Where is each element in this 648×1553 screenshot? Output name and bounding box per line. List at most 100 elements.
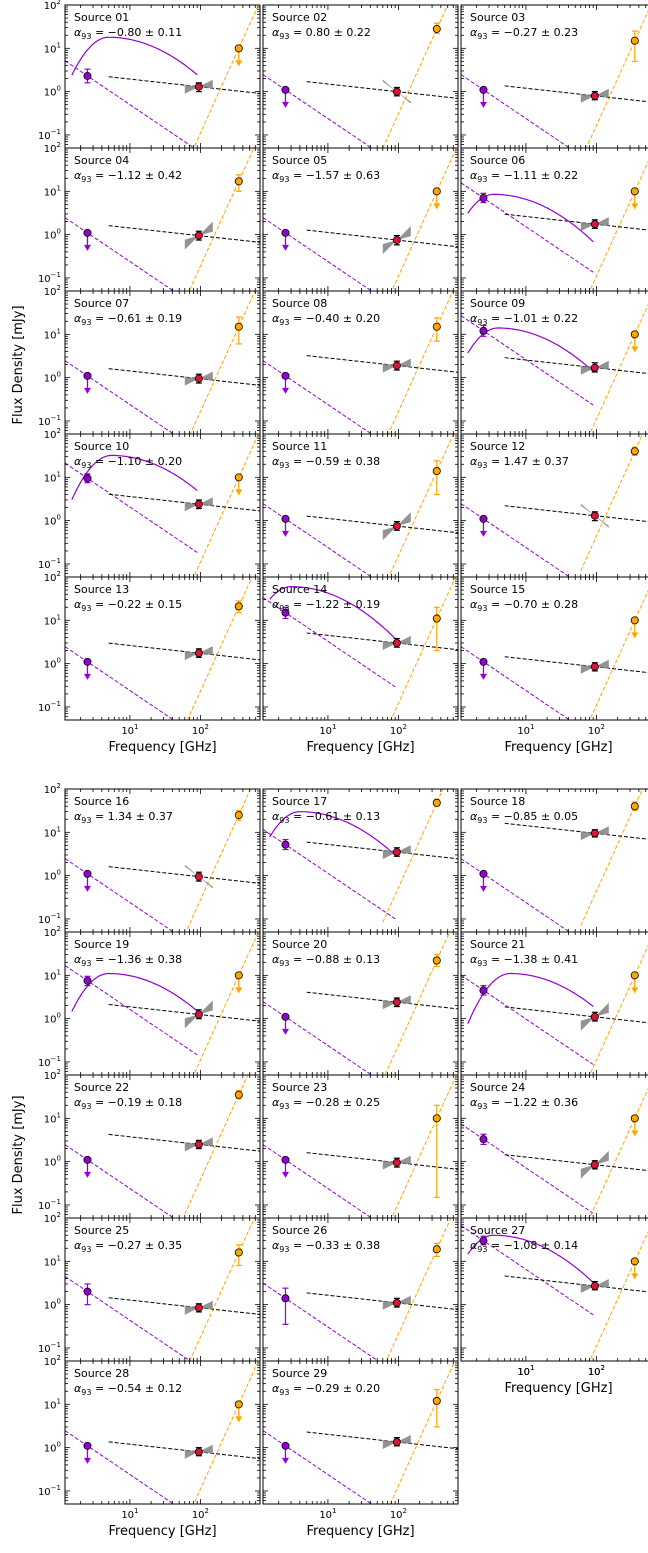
radio-point-limit-arrow bbox=[479, 530, 487, 537]
dust-powerlaw-line bbox=[387, 291, 454, 434]
alpha-value: = 0.80 ± 0.22 bbox=[289, 26, 370, 39]
y-tick-label-base: 10 bbox=[44, 473, 57, 484]
alpha-bowtie bbox=[580, 503, 609, 528]
y-tick-label: 101 bbox=[44, 41, 61, 55]
alpha-subscript: 93 bbox=[477, 816, 487, 825]
dust-powerlaw-line bbox=[589, 589, 648, 720]
alma-point-marker bbox=[194, 231, 203, 240]
x-tick-label: 102 bbox=[390, 723, 407, 737]
alma-fit-line bbox=[108, 1003, 260, 1022]
y-tick-label-base: 10 bbox=[44, 785, 57, 796]
radio-point-marker bbox=[479, 986, 488, 995]
submm-point-limit-arrow bbox=[631, 987, 639, 994]
y-axis-label-bottom: Flux Density [mJy] bbox=[11, 1095, 26, 1214]
alpha-symbol: α bbox=[74, 1382, 82, 1395]
dust-powerlaw-line bbox=[391, 1075, 457, 1218]
alpha-value: = −1.38 ± 0.41 bbox=[487, 953, 578, 966]
alpha-subscript: 93 bbox=[477, 1102, 487, 1111]
alma-point-marker bbox=[194, 1447, 203, 1456]
alma-fit-line bbox=[504, 822, 648, 840]
alpha-label: α93 = −1.01 ± 0.22 bbox=[470, 312, 578, 327]
dust-powerlaw-line bbox=[185, 789, 252, 932]
submm-point-marker bbox=[234, 322, 243, 331]
alma-fit-line bbox=[108, 866, 260, 884]
alpha-label: α93 = −1.57 ± 0.63 bbox=[272, 169, 380, 184]
alpha-subscript: 93 bbox=[81, 604, 91, 613]
sed-panel-11: Source 11 α93 = −0.59 ± 0.38 bbox=[262, 433, 459, 578]
y-tick-label-base: 10 bbox=[44, 1444, 57, 1455]
x-axis-label: Frequency [GHz] bbox=[504, 1381, 612, 1396]
alpha-label: α93 = −0.54 ± 0.12 bbox=[74, 1382, 182, 1397]
submm-point-limit-arrow bbox=[631, 1130, 639, 1137]
alpha-subscript: 93 bbox=[279, 318, 289, 327]
source-label: Source 17 bbox=[272, 795, 327, 808]
source-label: Source 09 bbox=[470, 297, 525, 310]
alpha-subscript: 93 bbox=[81, 1245, 91, 1254]
source-label: Source 02 bbox=[272, 11, 327, 24]
y-tick-label-exp: −1 bbox=[51, 1484, 61, 1492]
peaked-spectrum-curve bbox=[467, 193, 594, 243]
plot-area bbox=[263, 291, 458, 434]
y-tick-label-exp: 0 bbox=[57, 1012, 61, 1020]
alpha-symbol: α bbox=[470, 312, 478, 325]
plot-area bbox=[461, 589, 648, 720]
submm-point-marker bbox=[630, 1114, 639, 1123]
y-tick-label: 100 bbox=[44, 228, 61, 242]
alpha-value: = −0.88 ± 0.13 bbox=[289, 953, 380, 966]
source-label: Source 21 bbox=[470, 938, 525, 951]
alma-point-marker bbox=[590, 1281, 599, 1290]
alma-point-marker bbox=[590, 511, 599, 520]
submm-point-marker bbox=[432, 1245, 441, 1254]
alpha-label: α93 = −0.27 ± 0.23 bbox=[470, 26, 578, 41]
radio-point-marker bbox=[479, 194, 488, 203]
submm-point-marker bbox=[630, 330, 639, 339]
peaked-spectrum-curve bbox=[467, 327, 594, 373]
alpha-value: = −0.59 ± 0.38 bbox=[289, 455, 380, 468]
dust-powerlaw-line bbox=[189, 291, 256, 434]
y-tick-label-base: 10 bbox=[38, 131, 51, 142]
plot-area bbox=[65, 434, 260, 577]
peaked-spectrum-curve bbox=[269, 585, 396, 640]
y-tick-label: 101 bbox=[44, 613, 61, 627]
dust-powerlaw-line bbox=[589, 1087, 648, 1218]
dust-powerlaw-line bbox=[382, 5, 449, 148]
radio-point-marker bbox=[281, 85, 290, 94]
y-tick-label-base: 10 bbox=[38, 1344, 51, 1355]
y-tick-label: 101 bbox=[44, 825, 61, 839]
alma-point-marker bbox=[590, 220, 599, 229]
y-tick-label-exp: 2 bbox=[57, 1068, 61, 1076]
submm-point-marker bbox=[432, 466, 441, 475]
y-tick-label-exp: 1 bbox=[57, 41, 61, 49]
y-tick-label-exp: 0 bbox=[57, 1441, 61, 1449]
submm-point-limit-arrow bbox=[235, 1416, 243, 1423]
y-tick-label: 101 bbox=[44, 327, 61, 341]
alpha-subscript: 93 bbox=[81, 1102, 91, 1111]
alpha-subscript: 93 bbox=[477, 32, 487, 41]
source-label: Source 19 bbox=[74, 938, 129, 951]
y-tick-label: 100 bbox=[44, 869, 61, 883]
alma-fit-line bbox=[504, 357, 648, 375]
x-tick-label: 102 bbox=[192, 1507, 209, 1521]
submm-point-marker bbox=[432, 798, 441, 807]
source-label: Source 25 bbox=[74, 1224, 129, 1237]
alma-point-marker bbox=[590, 1160, 599, 1169]
alpha-symbol: α bbox=[74, 1239, 82, 1252]
submm-point-marker bbox=[432, 24, 441, 33]
alma-fit-line bbox=[504, 1006, 648, 1024]
source-label: Source 07 bbox=[74, 297, 129, 310]
x-tick-label-base: 10 bbox=[588, 1367, 601, 1378]
panel-frame bbox=[64, 576, 261, 721]
radio-point-marker bbox=[281, 1441, 290, 1450]
y-tick-label-exp: 2 bbox=[57, 427, 61, 435]
plot-area bbox=[461, 944, 648, 1075]
alma-fit-line bbox=[306, 1152, 458, 1170]
radio-point-limit-arrow bbox=[281, 1028, 289, 1035]
alma-point-marker bbox=[392, 1158, 401, 1167]
alma-point-marker bbox=[590, 829, 599, 838]
x-tick-label: 101 bbox=[517, 1364, 534, 1378]
y-tick-label: 10−1 bbox=[38, 128, 61, 142]
alma-fit-line bbox=[108, 1441, 260, 1460]
alpha-symbol: α bbox=[272, 1239, 280, 1252]
y-tick-label-exp: 1 bbox=[57, 1111, 61, 1119]
